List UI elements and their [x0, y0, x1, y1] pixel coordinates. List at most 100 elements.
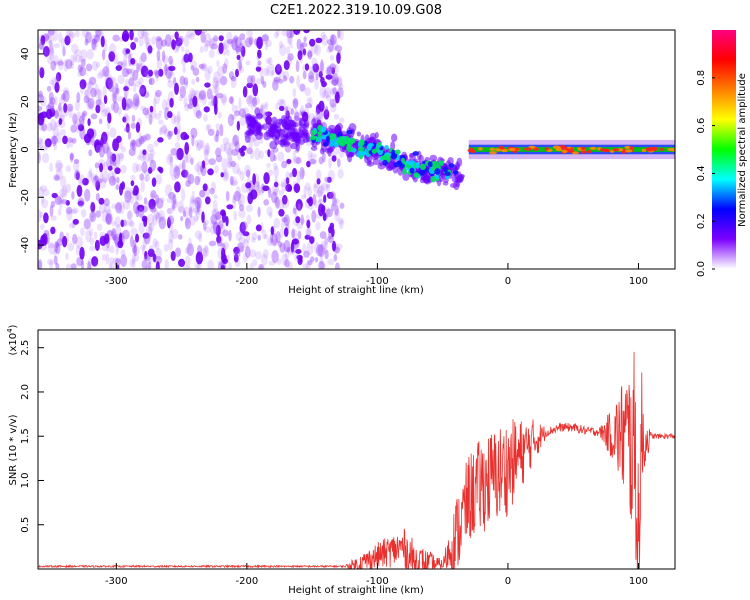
heatmap-cell — [171, 199, 177, 211]
heatmap-cell — [325, 183, 331, 189]
heatmap-cell — [175, 165, 181, 177]
heatmap-cell — [142, 149, 147, 156]
heatmap-cell — [107, 112, 112, 124]
heatmap-cell — [76, 184, 83, 197]
heatmap-cell — [185, 153, 192, 164]
heatmap-cell — [670, 148, 675, 152]
heatmap-cell — [286, 246, 291, 253]
heatmap-cell — [215, 123, 221, 131]
heatmap-cell — [147, 166, 153, 174]
heatmap-cell — [300, 42, 308, 48]
heatmap-cell — [233, 210, 238, 221]
heatmap-cell — [214, 164, 219, 174]
heatmap-cell — [142, 107, 149, 116]
heatmap-cell — [262, 33, 269, 45]
heatmap-cell — [138, 221, 145, 235]
heatmap-cell — [308, 158, 317, 165]
heatmap-cell — [297, 230, 302, 240]
heatmap-cell — [199, 45, 204, 54]
heatmap-cell — [40, 224, 45, 231]
heatmap-cell — [258, 264, 265, 269]
heatmap-cell — [83, 95, 90, 104]
heatmap-cell — [453, 180, 460, 191]
heatmap-cell — [142, 151, 150, 163]
heatmap-cell — [263, 233, 269, 240]
heatmap-cell — [241, 45, 246, 57]
heatmap-cell — [237, 199, 243, 206]
heatmap-cell — [188, 237, 192, 251]
heatmap-cell — [174, 31, 179, 40]
heatmap-cell — [53, 174, 60, 181]
heatmap-cell — [256, 122, 261, 130]
heatmap-cell — [145, 37, 149, 50]
heatmap-cell — [169, 164, 174, 177]
heatmap-cell — [209, 37, 216, 50]
heatmap-cell — [38, 138, 44, 150]
heatmap-cell — [262, 80, 267, 88]
heatmap-cell — [226, 49, 230, 57]
heatmap-cell — [624, 145, 631, 149]
heatmap-cell — [97, 178, 103, 184]
heatmap-cell — [99, 235, 107, 247]
heatmap-cell — [39, 211, 44, 219]
heatmap-cell — [240, 38, 247, 51]
heatmap-cell — [154, 70, 160, 79]
heatmap-cell — [200, 31, 206, 44]
heatmap-cell — [279, 242, 286, 253]
heatmap-cell — [300, 214, 304, 226]
heatmap-cell — [89, 210, 97, 222]
heatmap-cell — [58, 102, 62, 112]
heatmap-cell — [196, 142, 201, 152]
heatmap-cell — [80, 119, 85, 126]
heatmap-cell — [331, 40, 339, 51]
heatmap-cell — [261, 123, 268, 131]
heatmap-cell — [275, 196, 280, 209]
heatmap-cell — [155, 174, 163, 185]
heatmap-cell — [122, 229, 130, 240]
heatmap-cell — [210, 219, 216, 229]
heatmap-cell — [135, 122, 141, 133]
heatmap-cell — [54, 81, 60, 93]
heatmap-cell — [215, 92, 224, 99]
heatmap-cell — [295, 60, 300, 73]
heatmap-cell — [77, 197, 85, 208]
heatmap-cell — [103, 94, 108, 105]
heatmap-cell — [178, 94, 184, 102]
heatmap-cell — [83, 89, 91, 100]
heatmap-cell — [155, 194, 160, 205]
heatmap-cell — [228, 71, 235, 80]
heatmap-cell — [188, 102, 193, 110]
heatmap-cell — [215, 147, 222, 157]
heatmap-cell — [184, 141, 190, 155]
heatmap-cell — [42, 45, 50, 57]
heatmap-cell — [330, 133, 337, 140]
heatmap-cell — [320, 31, 326, 40]
heatmap-cell — [141, 245, 146, 256]
heatmap-cell — [105, 252, 110, 265]
heatmap-cell — [60, 175, 67, 189]
heatmap-cell — [220, 264, 226, 269]
heatmap-cell — [320, 59, 324, 73]
heatmap-cell — [81, 112, 86, 121]
heatmap-cell — [363, 140, 368, 147]
heatmap-cell — [238, 236, 246, 245]
heatmap-cell — [57, 58, 64, 71]
heatmap-cell — [198, 232, 203, 243]
heatmap-cell — [200, 248, 208, 259]
heatmap-cell — [157, 137, 164, 143]
heatmap-cell — [318, 244, 325, 258]
heatmap-cell — [151, 204, 156, 214]
heatmap-cell — [117, 106, 122, 116]
heatmap-cell — [275, 30, 280, 37]
heatmap-cell — [166, 98, 170, 110]
heatmap-cell — [322, 212, 327, 222]
heatmap-cell — [257, 234, 261, 241]
heatmap-cell — [281, 178, 289, 192]
heatmap-cell — [88, 76, 97, 86]
heatmap-cell — [309, 256, 315, 262]
heatmap-cell — [251, 237, 256, 244]
heatmap-cell — [145, 42, 152, 51]
heatmap-cell — [108, 85, 116, 93]
heatmap-cell — [194, 206, 198, 217]
heatmap-cell — [191, 134, 195, 147]
